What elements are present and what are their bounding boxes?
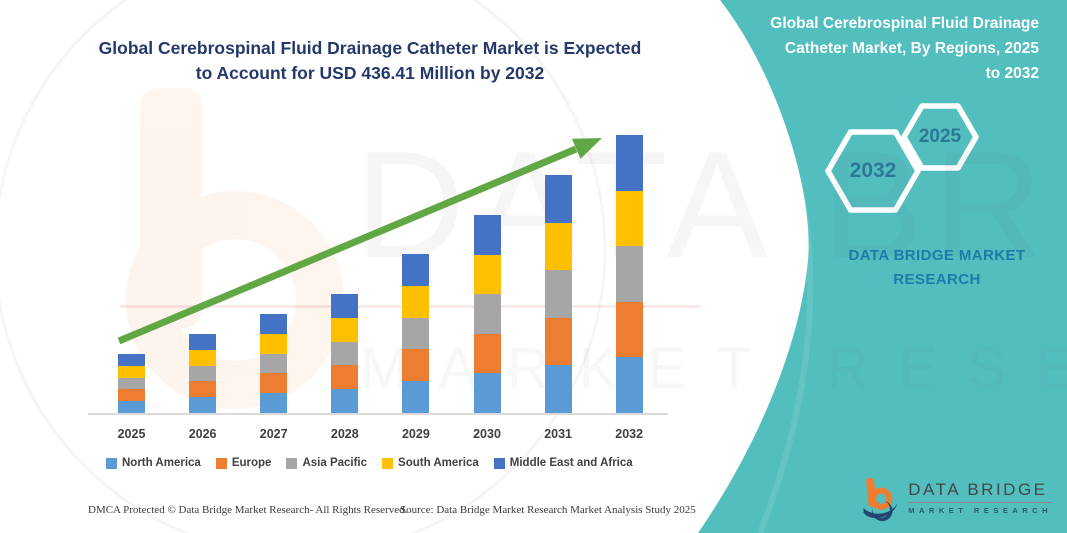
bar-2030 xyxy=(473,215,501,413)
page-title: Global Cerebrospinal Fluid Drainage Cath… xyxy=(80,36,660,86)
hexagon-2032 xyxy=(825,129,921,213)
bar-segment-north-america xyxy=(544,365,572,413)
bar-segment-north-america xyxy=(615,357,643,413)
bar-segment-europe xyxy=(402,349,430,382)
banner-heading-line2: Catheter Market, By Regions, 2025 xyxy=(784,40,1039,57)
banner-heading: Global Cerebrospinal Fluid Drainage Cath… xyxy=(719,11,1039,86)
legend-swatch-icon xyxy=(493,457,505,469)
bar-segment-middle-east-and-africa xyxy=(331,294,359,318)
x-axis-label-2026: 2026 xyxy=(188,427,217,441)
hexagon-label-2032: 2032 xyxy=(849,159,897,182)
legend-label: South America xyxy=(398,457,479,469)
bar-segment-north-america xyxy=(118,401,145,413)
company-logo: DATA BRIDGE MARKET RESEARCH xyxy=(862,466,1052,528)
x-axis-label-2029: 2029 xyxy=(401,427,430,441)
x-axis-label-2030: 2030 xyxy=(473,427,501,441)
bar-segment-middle-east-and-africa xyxy=(118,354,145,366)
bar-segment-middle-east-and-africa xyxy=(544,175,572,223)
legend-swatch-icon xyxy=(286,457,298,469)
hexagon-label-2025: 2025 xyxy=(918,126,962,147)
logo-subtitle: MARKET RESEARCH xyxy=(908,505,1052,515)
bar-segment-asia-pacific xyxy=(118,377,145,390)
bar-segment-south-america xyxy=(260,333,288,354)
x-axis-line xyxy=(88,413,668,415)
bar-segment-south-america xyxy=(615,190,643,247)
bar-segment-north-america xyxy=(402,381,430,413)
bar-segment-europe xyxy=(615,301,643,358)
bar-segment-asia-pacific xyxy=(473,294,501,334)
legend-label: Europe xyxy=(231,457,272,469)
bar-2028 xyxy=(331,294,359,413)
bar-segment-asia-pacific xyxy=(544,270,572,318)
logo-title: DATA BRIDGE xyxy=(908,480,1052,503)
bar-2031 xyxy=(544,175,572,413)
x-axis-label-2032: 2032 xyxy=(615,427,644,441)
legend-swatch-icon xyxy=(382,457,394,469)
x-axis-label-2031: 2031 xyxy=(544,427,572,441)
bar-segment-south-america xyxy=(544,222,572,271)
bar-segment-europe xyxy=(189,381,217,398)
bar-segment-asia-pacific xyxy=(189,365,217,382)
bar-2027 xyxy=(260,314,288,413)
bar-segment-south-america xyxy=(118,365,145,378)
legend-item-north-america: North America xyxy=(106,457,201,469)
bar-segment-europe xyxy=(473,333,501,374)
bar-2032 xyxy=(615,135,643,413)
footer-dmca-text: DMCA Protected © Data Bridge Market Rese… xyxy=(88,504,408,516)
bar-segment-middle-east-and-africa xyxy=(473,215,501,255)
legend-item-middle-east-and-africa: Middle East and Africa xyxy=(493,457,633,469)
legend-item-asia-pacific: Asia Pacific xyxy=(286,457,367,469)
bar-segment-europe xyxy=(331,365,359,390)
bar-2025 xyxy=(118,354,145,413)
bar-segment-middle-east-and-africa xyxy=(402,254,430,286)
bar-segment-europe xyxy=(544,317,572,366)
page-title-line1: Global Cerebrospinal Fluid Drainage Cath… xyxy=(98,38,642,58)
bar-segment-middle-east-and-africa xyxy=(260,314,288,334)
brand-text-line1: DATA BRIDGE MARKET xyxy=(848,247,1026,264)
bar-segment-asia-pacific xyxy=(402,317,430,350)
footer-source-text: Source: Data Bridge Market Research Mark… xyxy=(400,504,696,516)
legend-label: Middle East and Africa xyxy=(509,457,633,469)
bar-segment-asia-pacific xyxy=(260,353,288,374)
page-title-line2: to Account for USD 436.41 Million by 203… xyxy=(195,63,545,83)
bar-segment-asia-pacific xyxy=(331,341,359,366)
bar-segment-south-america xyxy=(402,285,430,318)
bar-segment-south-america xyxy=(331,317,359,342)
legend-label: North America xyxy=(122,457,201,469)
x-axis-label-2028: 2028 xyxy=(330,427,359,441)
logo-b-icon xyxy=(863,477,898,522)
banner-heading-line1: Global Cerebrospinal Fluid Drainage xyxy=(770,15,1039,32)
bar-segment-north-america xyxy=(331,389,359,413)
legend-label: Asia Pacific xyxy=(302,457,368,469)
bar-segment-north-america xyxy=(260,393,288,413)
hexagon-2025 xyxy=(901,103,979,171)
bar-segment-south-america xyxy=(189,349,217,366)
brand-text: DATA BRIDGE MARKET RESEARCH xyxy=(833,244,1041,292)
bar-2029 xyxy=(402,254,430,413)
bar-segment-middle-east-and-africa xyxy=(615,135,643,191)
legend-item-south-america: South America xyxy=(382,457,479,469)
banner-heading-line3: to 2032 xyxy=(985,65,1039,82)
legend-swatch-icon xyxy=(215,457,227,469)
bar-segment-south-america xyxy=(473,254,501,295)
bar-segment-europe xyxy=(260,373,288,394)
bar-segment-north-america xyxy=(473,373,501,413)
legend-swatch-icon xyxy=(106,457,117,469)
watermark-ring xyxy=(0,0,605,533)
bar-segment-asia-pacific xyxy=(615,246,643,302)
x-axis-label-2027: 2027 xyxy=(259,427,288,441)
brand-text-line2: RESEARCH xyxy=(893,271,981,288)
bar-segment-middle-east-and-africa xyxy=(189,334,217,350)
chart-legend: North America Europe Asia Pacific South Ame… xyxy=(106,457,686,469)
x-axis-label-2025: 2025 xyxy=(117,427,146,441)
bar-segment-north-america xyxy=(189,397,217,413)
bar-segment-europe xyxy=(118,389,145,402)
legend-item-europe: Europe xyxy=(215,457,272,469)
bar-2026 xyxy=(189,334,217,413)
